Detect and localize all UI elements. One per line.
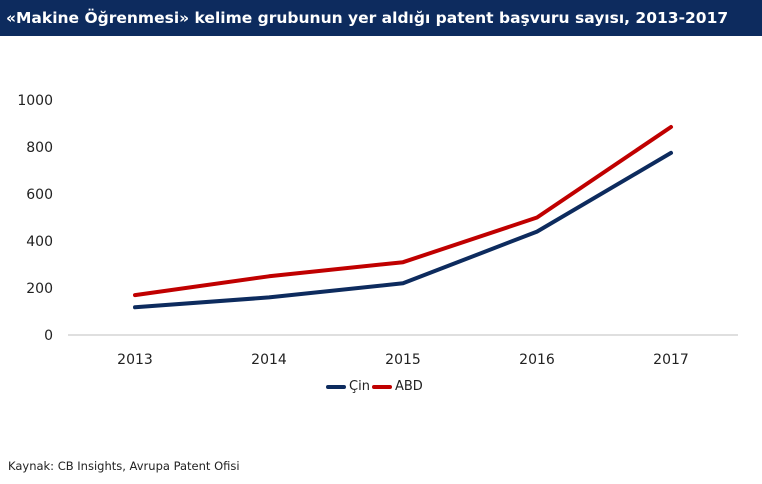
x-tick-label: 2014 bbox=[251, 352, 287, 368]
source-note: Kaynak: CB Insights, Avrupa Patent Ofisi bbox=[8, 459, 240, 473]
y-tick-label: 400 bbox=[26, 234, 53, 250]
legend-swatch-abd bbox=[371, 384, 392, 389]
y-tick-label: 800 bbox=[26, 140, 53, 156]
legend-label-cin: Çin bbox=[349, 379, 370, 394]
x-tick-label: 2017 bbox=[653, 352, 689, 368]
legend-item-abd: ABD bbox=[371, 379, 423, 394]
legend-label-abd: ABD bbox=[394, 379, 423, 394]
legend-item-cin: Çin bbox=[326, 379, 370, 394]
series-line-cin bbox=[133, 150, 673, 310]
line-chart: 0 200 400 600 800 1000 2013 2014 2015 2016 2017 bbox=[17, 93, 738, 368]
y-tick-label: 1000 bbox=[17, 93, 53, 109]
chart-legend: Çin ABD bbox=[326, 379, 425, 394]
x-tick-label: 2015 bbox=[385, 352, 421, 368]
chart-title: «Makine Öğrenmesi» kelime grubunun yer a… bbox=[0, 0, 762, 36]
y-tick-label: 0 bbox=[44, 328, 53, 344]
x-tick-label: 2016 bbox=[519, 352, 555, 368]
legend-swatch-cin bbox=[326, 384, 346, 389]
y-tick-label: 200 bbox=[26, 281, 53, 297]
y-tick-label: 600 bbox=[26, 187, 53, 203]
x-tick-label: 2013 bbox=[117, 352, 153, 368]
series-line-abd bbox=[133, 125, 673, 298]
